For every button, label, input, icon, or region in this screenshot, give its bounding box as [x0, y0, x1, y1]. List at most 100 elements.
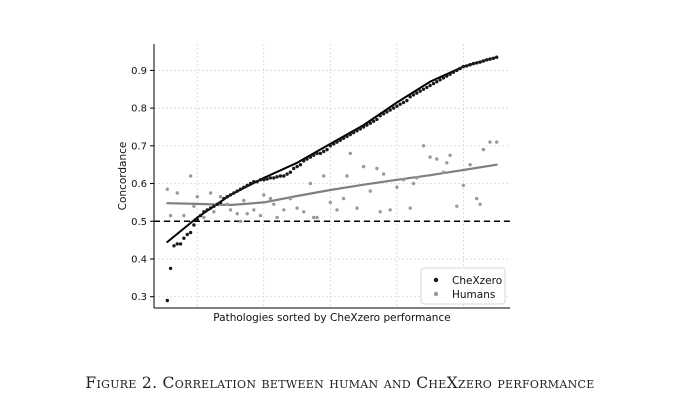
point-chexzero: [421, 87, 426, 92]
point-humans: [488, 140, 492, 144]
point-chexzero: [272, 176, 276, 180]
point-humans: [408, 206, 412, 210]
point-humans: [235, 212, 239, 216]
point-chexzero: [455, 68, 459, 73]
point-chexzero: [428, 83, 432, 88]
point-chexzero: [255, 180, 259, 184]
point-chexzero: [408, 95, 412, 99]
legend-marker-humans: [433, 291, 439, 297]
point-chexzero: [445, 74, 449, 78]
point-humans: [415, 176, 419, 180]
point-chexzero: [345, 134, 349, 139]
point-humans: [461, 183, 466, 188]
point-chexzero: [481, 59, 486, 63]
point-chexzero: [461, 64, 466, 69]
point-humans: [288, 196, 293, 201]
y-tick-label: 0.3: [131, 292, 147, 303]
point-humans: [272, 202, 276, 206]
point-chexzero: [371, 119, 376, 124]
point-humans: [245, 212, 249, 216]
point-chexzero: [448, 72, 452, 76]
point-humans: [401, 178, 406, 182]
axes: [153, 44, 510, 309]
point-chexzero: [168, 266, 173, 271]
point-humans: [355, 206, 359, 210]
point-humans: [445, 161, 449, 165]
point-humans: [341, 196, 346, 201]
point-chexzero: [265, 177, 269, 181]
point-humans: [411, 181, 416, 186]
point-humans: [381, 172, 386, 176]
point-humans: [435, 157, 439, 161]
point-humans: [268, 196, 273, 201]
point-humans: [175, 191, 179, 195]
point-chexzero: [405, 98, 409, 103]
point-humans: [258, 213, 263, 218]
y-tick-label: 0.4: [131, 254, 147, 265]
point-humans: [212, 210, 216, 214]
legend: CheXzero Humans: [420, 267, 506, 305]
point-humans: [455, 204, 459, 208]
point-humans: [375, 166, 379, 171]
point-chexzero: [335, 140, 339, 144]
point-chexzero: [375, 117, 379, 122]
point-chexzero: [322, 149, 326, 154]
y-ticks: 0.3 0.4 0.5 0.6 0.7 0.8 0.9: [131, 66, 154, 303]
point-chexzero: [411, 93, 416, 97]
point-humans: [421, 144, 426, 148]
data-points: [165, 55, 499, 303]
point-chexzero: [188, 230, 193, 235]
point-chexzero: [328, 144, 332, 148]
point-humans: [468, 163, 472, 167]
point-chexzero: [258, 178, 263, 182]
point-chexzero: [282, 174, 286, 178]
point-chexzero: [275, 175, 279, 179]
point-chexzero: [248, 181, 253, 186]
point-humans: [228, 208, 233, 212]
y-tick-label: 0.9: [131, 66, 147, 77]
point-chexzero: [395, 104, 399, 108]
point-chexzero: [215, 202, 219, 206]
trend-lines: [166, 56, 498, 243]
figure-caption: Figure 2. Correlation between human and …: [85, 374, 595, 392]
point-chexzero: [178, 242, 183, 246]
point-chexzero: [358, 127, 362, 131]
point-humans: [195, 195, 199, 199]
point-chexzero: [208, 206, 213, 210]
point-chexzero: [308, 155, 313, 159]
point-chexzero: [268, 176, 273, 180]
point-chexzero: [262, 178, 266, 182]
point-chexzero: [165, 298, 169, 303]
point-chexzero: [295, 164, 299, 169]
point-humans: [328, 200, 332, 205]
point-chexzero: [415, 91, 419, 95]
point-humans: [348, 151, 352, 156]
point-chexzero: [385, 110, 389, 114]
point-chexzero: [488, 57, 492, 61]
point-humans: [295, 206, 299, 210]
point-chexzero: [378, 114, 382, 118]
point-humans: [315, 215, 319, 220]
point-humans: [308, 181, 313, 186]
point-chexzero: [205, 208, 209, 212]
point-chexzero: [425, 85, 429, 90]
legend-marker-chexzero: [433, 277, 439, 283]
point-chexzero: [475, 61, 479, 65]
point-chexzero: [305, 157, 309, 161]
point-chexzero: [185, 232, 189, 237]
point-chexzero: [471, 61, 476, 66]
point-chexzero: [438, 78, 442, 82]
point-humans: [262, 193, 266, 197]
point-humans: [335, 208, 339, 212]
point-chexzero: [218, 200, 223, 205]
point-chexzero: [192, 223, 196, 227]
x-axis-label: Pathologies sorted by CheXzero performan…: [213, 312, 450, 324]
point-chexzero: [238, 187, 243, 191]
legend-label-chexzero: CheXzero: [452, 275, 502, 287]
point-humans: [252, 208, 256, 212]
trend-line-humans: [166, 163, 498, 207]
point-chexzero: [495, 55, 499, 59]
point-humans: [282, 208, 286, 212]
grid: [154, 44, 510, 308]
point-humans: [478, 202, 482, 206]
